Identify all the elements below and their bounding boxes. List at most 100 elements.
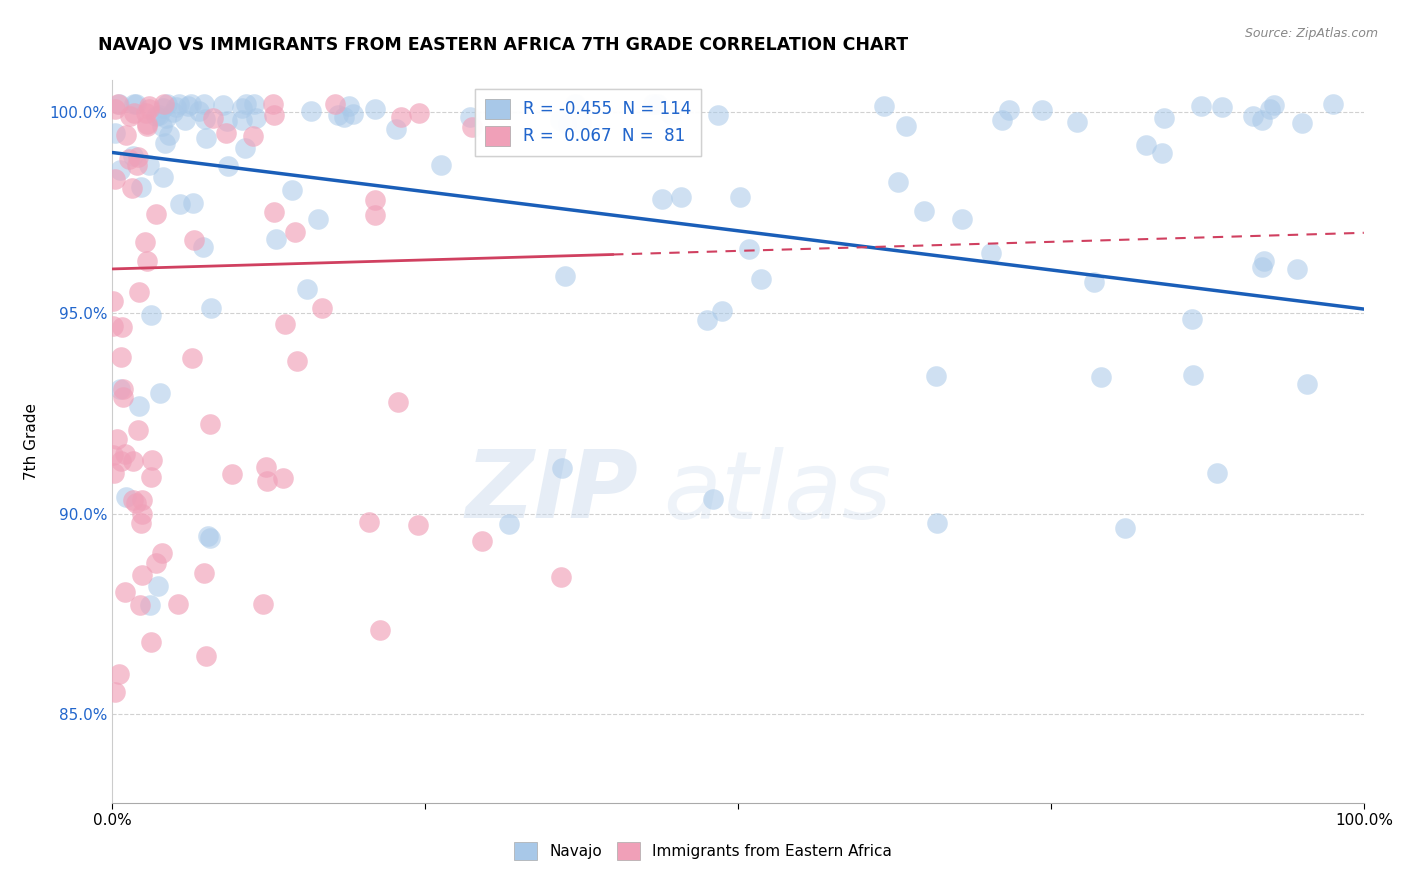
Point — [194, 649, 217, 664]
Point — [181, 196, 204, 211]
Point — [145, 556, 167, 570]
Point — [263, 204, 285, 219]
Point — [193, 97, 215, 112]
Point — [114, 490, 136, 504]
Y-axis label: 7th Grade: 7th Grade — [24, 403, 38, 480]
Text: atlas: atlas — [664, 447, 891, 538]
Point — [221, 467, 243, 481]
Point — [311, 301, 333, 315]
Point — [696, 313, 718, 327]
Point — [950, 212, 973, 227]
Point — [460, 110, 482, 124]
Point — [141, 469, 163, 483]
Point — [1241, 109, 1264, 123]
Point — [138, 158, 160, 172]
Legend: R = -0.455  N = 114, R =  0.067  N =  81: R = -0.455 N = 114, R = 0.067 N = 81 — [475, 88, 702, 156]
Point — [200, 301, 222, 316]
Point — [297, 282, 319, 296]
Point — [990, 112, 1012, 127]
Point — [285, 354, 308, 368]
Point — [169, 97, 191, 112]
Point — [326, 108, 349, 122]
Point — [131, 507, 153, 521]
Point — [197, 529, 219, 543]
Point — [299, 103, 322, 118]
Point — [406, 517, 429, 532]
Point — [215, 126, 238, 140]
Point — [148, 108, 170, 122]
Point — [145, 110, 167, 124]
Point — [108, 162, 131, 177]
Point — [1258, 102, 1281, 116]
Point — [1181, 311, 1204, 326]
Point — [152, 97, 174, 112]
Point — [131, 180, 153, 194]
Point — [307, 211, 329, 226]
Point — [262, 97, 284, 112]
Point — [263, 108, 285, 122]
Point — [1066, 115, 1088, 129]
Point — [150, 546, 173, 560]
Point — [129, 516, 152, 531]
Point — [389, 110, 412, 124]
Point — [104, 685, 127, 699]
Point — [124, 97, 146, 112]
Point — [174, 113, 197, 128]
Point — [231, 101, 253, 115]
Point — [105, 432, 128, 446]
Point — [155, 111, 177, 125]
Point — [141, 453, 163, 467]
Point — [671, 189, 693, 203]
Point — [139, 635, 162, 649]
Point — [1182, 368, 1205, 382]
Point — [101, 293, 124, 308]
Point — [153, 136, 176, 150]
Text: NAVAJO VS IMMIGRANTS FROM EASTERN AFRICA 7TH GRADE CORRELATION CHART: NAVAJO VS IMMIGRANTS FROM EASTERN AFRICA… — [98, 36, 908, 54]
Point — [894, 119, 917, 133]
Point — [1251, 112, 1274, 127]
Point — [710, 304, 733, 318]
Point — [707, 108, 730, 122]
Point — [167, 598, 190, 612]
Point — [122, 149, 145, 163]
Point — [925, 369, 948, 384]
Point — [104, 126, 127, 140]
Point — [145, 207, 167, 221]
Point — [284, 225, 307, 239]
Point — [128, 285, 150, 299]
Point — [139, 308, 162, 322]
Point — [150, 120, 173, 134]
Point — [146, 579, 169, 593]
Point — [364, 208, 387, 222]
Point — [114, 447, 136, 461]
Point — [1322, 97, 1344, 112]
Point — [101, 448, 124, 462]
Point — [212, 97, 235, 112]
Point — [408, 106, 430, 120]
Point — [131, 568, 153, 582]
Point — [548, 113, 571, 128]
Point — [138, 99, 160, 113]
Point — [387, 395, 409, 409]
Point — [110, 350, 132, 364]
Point — [751, 272, 773, 286]
Point — [912, 204, 935, 219]
Point — [254, 460, 277, 475]
Point — [1153, 111, 1175, 125]
Point — [280, 183, 302, 197]
Point — [169, 197, 191, 211]
Point — [138, 102, 160, 116]
Point — [1285, 261, 1308, 276]
Point — [103, 466, 125, 480]
Point — [1291, 116, 1313, 130]
Point — [271, 471, 294, 485]
Point — [114, 584, 136, 599]
Point — [233, 140, 256, 154]
Point — [149, 386, 172, 401]
Point — [645, 97, 668, 112]
Point — [641, 97, 664, 112]
Text: ZIP: ZIP — [465, 446, 638, 538]
Point — [235, 97, 257, 112]
Point — [1296, 376, 1319, 391]
Point — [125, 496, 148, 510]
